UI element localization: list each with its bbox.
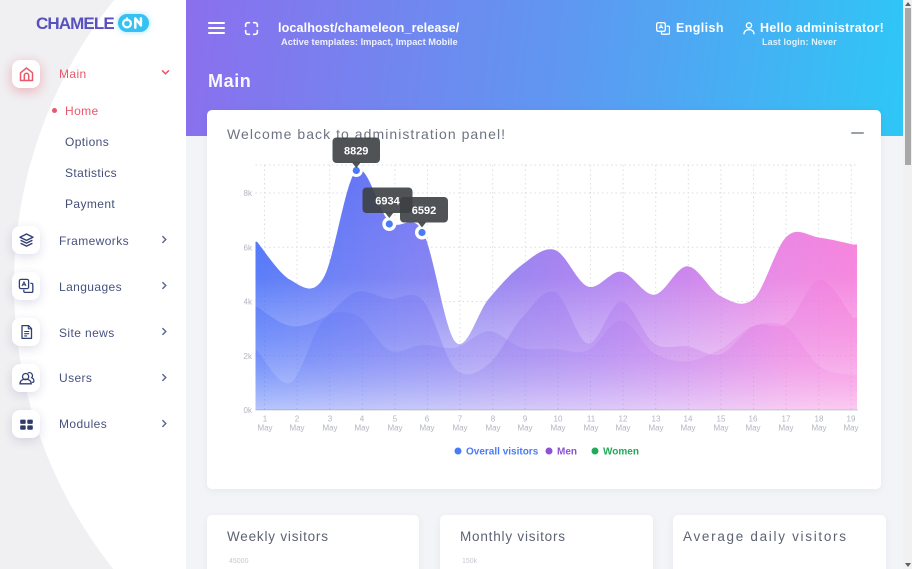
svg-text:May: May <box>452 424 467 433</box>
svg-text:May: May <box>322 424 337 433</box>
svg-text:May: May <box>745 424 760 433</box>
svg-text:May: May <box>843 424 858 433</box>
svg-text:14: 14 <box>684 415 693 424</box>
svg-text:May: May <box>680 424 695 433</box>
svg-text:4: 4 <box>360 415 365 424</box>
svg-text:May: May <box>550 424 565 433</box>
svg-text:2k: 2k <box>244 352 253 361</box>
svg-text:8k: 8k <box>244 189 253 198</box>
svg-text:8829: 8829 <box>344 146 368 158</box>
svg-text:15: 15 <box>717 415 726 424</box>
svg-text:Men: Men <box>557 447 577 458</box>
svg-text:May: May <box>257 424 272 433</box>
svg-text:7: 7 <box>458 415 463 424</box>
svg-text:May: May <box>289 424 304 433</box>
svg-text:May: May <box>354 424 369 433</box>
svg-text:May: May <box>811 424 826 433</box>
svg-text:May: May <box>648 424 663 433</box>
svg-text:Overall visitors: Overall visitors <box>466 447 539 458</box>
svg-text:12: 12 <box>619 415 628 424</box>
svg-text:6: 6 <box>425 415 430 424</box>
svg-text:May: May <box>583 424 598 433</box>
svg-text:May: May <box>713 424 728 433</box>
svg-text:18: 18 <box>815 415 824 424</box>
svg-text:17: 17 <box>782 415 791 424</box>
svg-text:9: 9 <box>523 415 528 424</box>
svg-text:May: May <box>615 424 630 433</box>
svg-text:4k: 4k <box>244 298 253 307</box>
svg-text:6592: 6592 <box>412 205 436 217</box>
svg-text:6k: 6k <box>244 243 253 252</box>
svg-text:1: 1 <box>263 415 268 424</box>
svg-text:5: 5 <box>393 415 398 424</box>
svg-text:8: 8 <box>491 415 496 424</box>
svg-text:0k: 0k <box>244 406 253 415</box>
svg-text:May: May <box>778 424 793 433</box>
svg-text:13: 13 <box>652 415 661 424</box>
svg-text:19: 19 <box>847 415 856 424</box>
svg-text:6934: 6934 <box>375 196 400 208</box>
svg-text:May: May <box>485 424 500 433</box>
svg-text:16: 16 <box>749 415 758 424</box>
svg-text:11: 11 <box>587 415 596 424</box>
svg-text:May: May <box>517 424 532 433</box>
svg-text:May: May <box>419 424 434 433</box>
svg-text:2: 2 <box>295 415 300 424</box>
svg-text:May: May <box>387 424 402 433</box>
svg-text:3: 3 <box>328 415 333 424</box>
svg-text:10: 10 <box>554 415 563 424</box>
svg-text:Women: Women <box>603 447 639 458</box>
